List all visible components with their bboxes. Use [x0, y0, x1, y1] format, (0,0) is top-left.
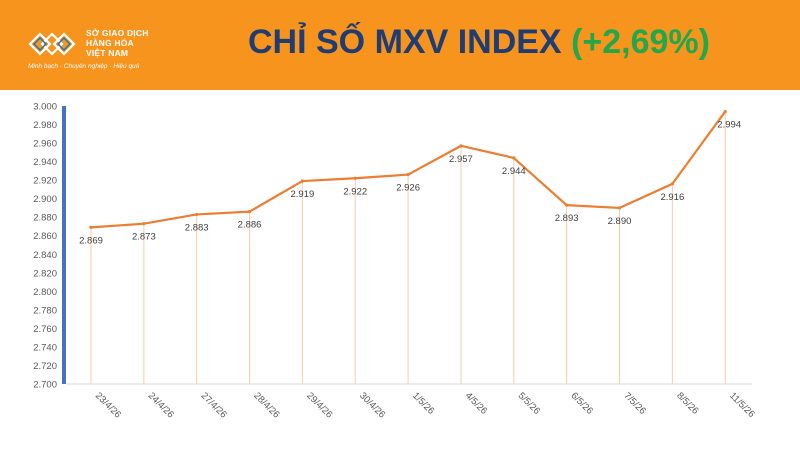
index-change-badge: (+2,69%) [571, 23, 710, 61]
page-title: CHỈ SỐ MXV INDEX (+2,69%) [248, 22, 710, 62]
x-tick-label: 4/5/26 [463, 390, 489, 416]
y-tick-label: 2.920 [33, 176, 57, 187]
data-point [247, 210, 252, 214]
data-label: 2.957 [449, 154, 473, 165]
y-tick-label: 2.860 [33, 231, 57, 242]
data-label: 2.994 [717, 120, 741, 131]
x-tick-label: 1/5/26 [410, 390, 436, 416]
data-point [300, 179, 304, 183]
logo-text-line1: SỞ GIAO DỊCH [86, 28, 149, 38]
x-tick-label: 24/4/26 [146, 390, 176, 420]
data-point [670, 182, 674, 186]
x-tick-label: 5/5/26 [516, 390, 542, 416]
data-point [459, 144, 463, 148]
y-tick-label: 2.960 [33, 139, 57, 150]
data-label: 2.890 [608, 216, 632, 227]
x-tick-label: 11/5/26 [727, 390, 757, 420]
data-point [195, 212, 199, 217]
x-tick-label: 28/4/26 [251, 390, 281, 420]
logo-slogan: Minh bạch · Chuyên nghiệp · Hiệu quả [28, 63, 140, 70]
data-label: 2.893 [555, 213, 579, 224]
y-tick-label: 2.840 [33, 250, 57, 261]
y-tick-label: 2.800 [33, 287, 57, 298]
mxv-logo[interactable]: SỞ GIAO DỊCH HÀNG HÓA VIỆT NAM Minh bạch… [22, 22, 172, 74]
y-tick-label: 2.780 [33, 305, 57, 316]
y-tick-label: 2.980 [33, 120, 57, 131]
y-tick-label: 2.740 [33, 342, 57, 353]
data-label: 2.944 [502, 166, 526, 177]
y-tick-label: 2.760 [33, 324, 57, 335]
data-label: 2.873 [132, 232, 156, 243]
header-banner: SỞ GIAO DỊCH HÀNG HÓA VIỆT NAM Minh bạch… [0, 0, 800, 90]
x-tick-label: 6/5/26 [569, 390, 595, 416]
data-label: 2.926 [396, 183, 420, 194]
y-tick-label: 3.000 [33, 102, 57, 113]
diamond-logo-icon [28, 32, 76, 56]
data-point [565, 203, 569, 207]
x-tick-label: 30/4/26 [357, 390, 387, 420]
x-tick-label: 7/5/26 [621, 390, 647, 416]
x-tick-label: 8/5/26 [674, 390, 700, 416]
data-point [512, 156, 516, 160]
y-tick-label: 2.940 [33, 157, 57, 168]
y-tick-label: 2.720 [33, 361, 57, 372]
logo-text-line2: HÀNG HÓA [86, 38, 134, 48]
y-tick-label: 2.900 [33, 194, 57, 205]
data-label: 2.916 [660, 192, 684, 203]
logo-text-line3: VIỆT NAM [86, 48, 129, 58]
title-text: CHỈ SỐ MXV INDEX [248, 23, 562, 61]
y-tick-label: 2.700 [33, 380, 57, 391]
data-point [406, 172, 410, 177]
data-label: 2.922 [343, 186, 367, 197]
x-tick-label: 27/4/26 [199, 390, 229, 420]
y-tick-label: 2.820 [33, 268, 57, 279]
data-point [617, 206, 622, 210]
y-axis-accent-bar [62, 106, 66, 384]
data-point [723, 109, 727, 114]
data-point [353, 176, 357, 180]
data-point [89, 225, 93, 229]
x-tick-label: 29/4/26 [304, 390, 334, 420]
data-label: 2.869 [79, 235, 103, 246]
data-label: 2.919 [291, 189, 315, 200]
data-label: 2.886 [238, 220, 262, 231]
chart-area: 2.700 2.720 2.740 2.760 2.780 2.800 2.820 2.840… [0, 90, 800, 449]
line-chart: 2.700 2.720 2.740 2.760 2.780 2.800 2.820 2.840… [33, 102, 757, 421]
data-label: 2.883 [185, 222, 209, 233]
y-tick-label: 2.880 [33, 213, 57, 224]
x-tick-label: 23/4/26 [93, 390, 123, 420]
data-point [142, 222, 146, 226]
